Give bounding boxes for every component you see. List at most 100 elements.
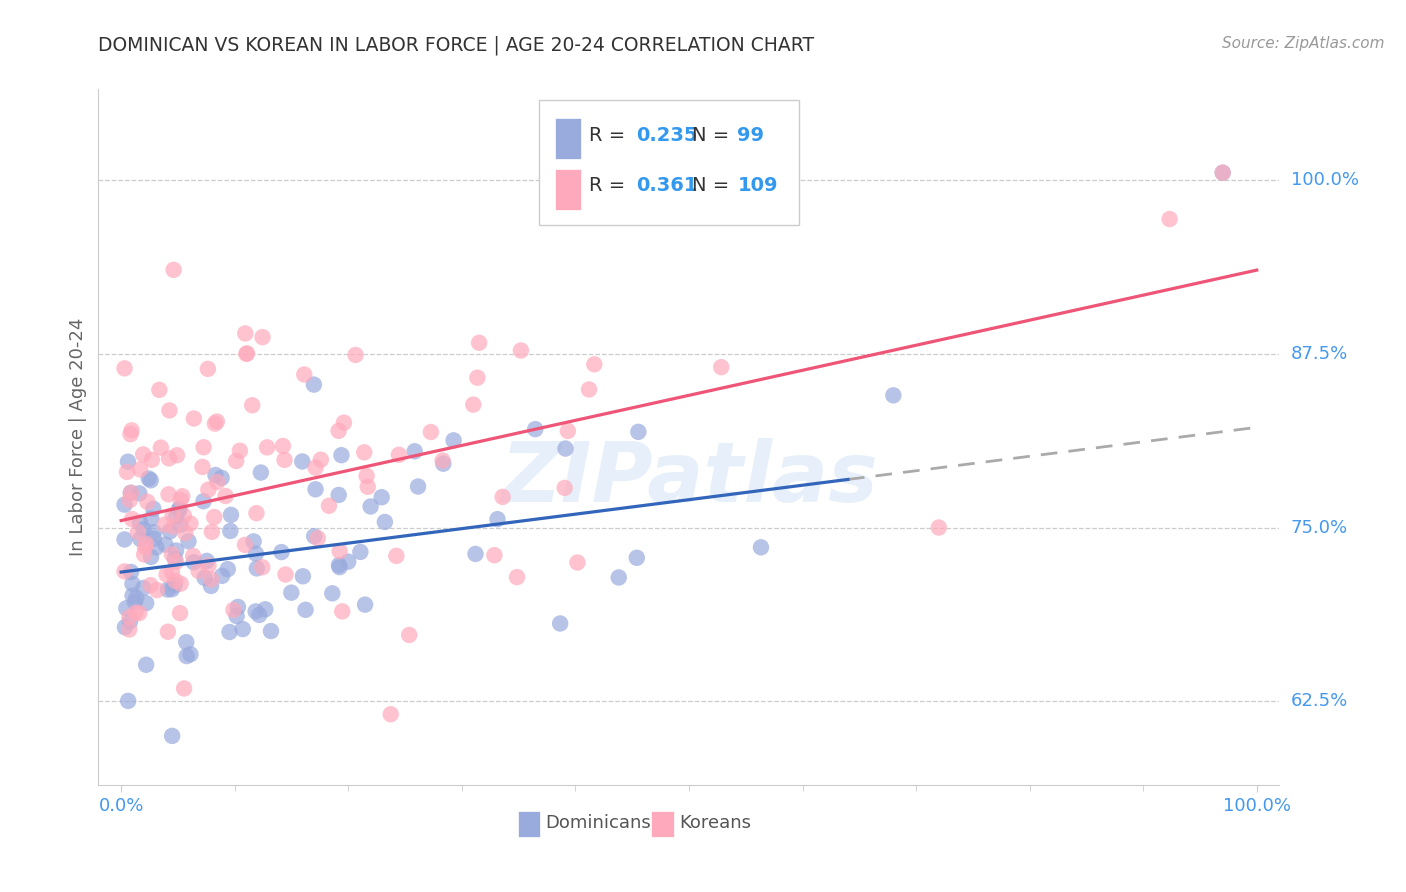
Text: Dominicans: Dominicans xyxy=(546,814,651,832)
Point xyxy=(211,569,233,583)
Point xyxy=(419,425,441,439)
Point xyxy=(205,475,228,489)
Point xyxy=(174,526,197,541)
Point xyxy=(173,681,195,696)
Point xyxy=(250,466,273,480)
Point xyxy=(118,493,141,508)
Point xyxy=(486,512,509,526)
Point xyxy=(156,582,179,597)
Point xyxy=(443,434,465,448)
Point xyxy=(169,576,191,591)
Point xyxy=(157,487,180,501)
Point xyxy=(557,424,579,438)
Point xyxy=(578,383,600,397)
Point xyxy=(360,500,382,514)
Point xyxy=(193,440,215,454)
Point xyxy=(256,441,278,455)
Point xyxy=(174,635,197,649)
Point xyxy=(309,452,332,467)
Point xyxy=(356,469,378,483)
Point xyxy=(148,383,170,397)
Point xyxy=(304,460,326,475)
Point xyxy=(245,506,267,520)
Point xyxy=(328,488,350,502)
Point xyxy=(710,360,733,375)
Y-axis label: In Labor Force | Age 20-24: In Labor Force | Age 20-24 xyxy=(69,318,87,557)
Point xyxy=(128,606,150,620)
Point xyxy=(254,602,277,616)
Point xyxy=(524,422,547,436)
Point xyxy=(115,601,138,615)
Point xyxy=(321,586,343,600)
Point xyxy=(132,522,155,536)
Point xyxy=(176,649,198,664)
Point xyxy=(225,609,247,624)
Point xyxy=(200,579,222,593)
Text: 0.235: 0.235 xyxy=(636,126,697,145)
Point xyxy=(172,489,194,503)
Point xyxy=(333,416,356,430)
Point xyxy=(121,577,143,591)
Point xyxy=(406,479,429,493)
Point xyxy=(145,541,167,555)
Point xyxy=(153,517,176,532)
Point xyxy=(162,520,184,534)
Point xyxy=(124,595,146,609)
Point xyxy=(120,486,142,500)
Point xyxy=(139,473,162,487)
Point xyxy=(329,544,352,558)
Point xyxy=(252,330,274,344)
Point xyxy=(120,485,142,500)
Point xyxy=(218,625,240,640)
Point xyxy=(567,556,589,570)
Point xyxy=(252,560,274,574)
Point xyxy=(200,573,222,587)
Bar xyxy=(651,811,673,837)
Point xyxy=(118,623,141,637)
Point xyxy=(114,620,136,634)
Point xyxy=(233,326,256,341)
FancyBboxPatch shape xyxy=(538,100,799,225)
Point xyxy=(204,417,226,431)
Point xyxy=(179,516,201,531)
Text: N =: N = xyxy=(693,126,735,145)
Point xyxy=(260,624,283,638)
Point xyxy=(229,443,252,458)
Point xyxy=(156,624,179,639)
Point xyxy=(201,524,224,539)
Point xyxy=(194,571,217,585)
Point xyxy=(202,510,225,524)
Point xyxy=(274,567,297,582)
Point xyxy=(169,606,191,620)
Point xyxy=(302,377,325,392)
Point xyxy=(548,616,571,631)
Point xyxy=(121,512,143,526)
Point xyxy=(404,444,426,458)
Point xyxy=(353,445,375,459)
Text: 109: 109 xyxy=(737,177,778,195)
Point xyxy=(197,362,219,376)
Point xyxy=(114,565,136,579)
Text: N =: N = xyxy=(693,177,735,195)
Point xyxy=(388,448,411,462)
Point xyxy=(160,729,183,743)
Point xyxy=(120,427,142,442)
Point xyxy=(141,452,163,467)
Point xyxy=(219,508,242,522)
Text: DOMINICAN VS KOREAN IN LABOR FORCE | AGE 20-24 CORRELATION CHART: DOMINICAN VS KOREAN IN LABOR FORCE | AGE… xyxy=(98,36,814,55)
Point xyxy=(271,439,294,453)
Point xyxy=(121,423,143,437)
Point xyxy=(1159,212,1181,227)
Point xyxy=(129,516,152,530)
Point xyxy=(219,524,242,538)
Point xyxy=(270,545,292,559)
Point xyxy=(121,589,143,603)
Point xyxy=(129,532,152,546)
Point xyxy=(225,454,247,468)
Point xyxy=(204,468,226,483)
Point xyxy=(124,606,146,620)
Point xyxy=(181,549,204,563)
Point xyxy=(370,490,392,504)
Point xyxy=(120,565,142,579)
Point xyxy=(118,610,141,624)
